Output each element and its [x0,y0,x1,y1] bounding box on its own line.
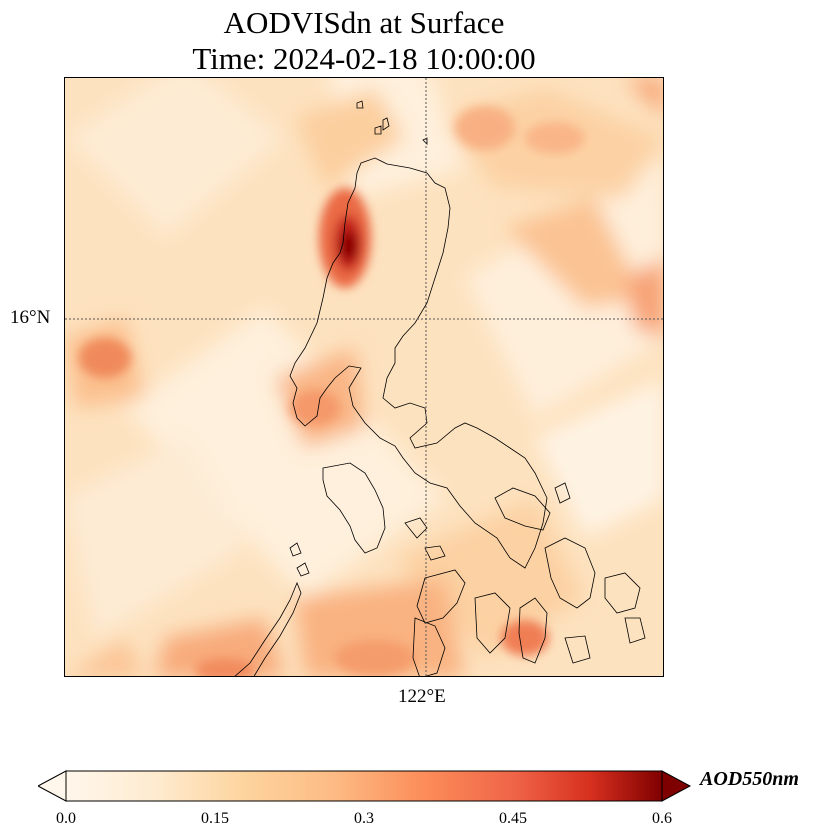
colorbar-tick-label: 0.15 [201,810,229,827]
colorbar-tick-label: 0.45 [499,810,527,827]
aod-hotspots [79,106,585,676]
colorbar-gradient [65,770,663,802]
colorbar-unit-label: AOD550nm [700,768,799,790]
colorbar [38,770,692,802]
map-panel[interactable] [64,77,664,677]
map-subtitle-time: Time: 2024-02-18 10:00:00 [192,41,536,76]
map-canvas [65,78,663,676]
colorbar-min-extend [38,770,67,802]
latitude-tick-label: 16°N [10,307,51,328]
colorbar-tick-label: 0.6 [652,810,672,827]
coastlines [234,100,646,676]
map-title: AODVISdn at Surface [223,5,505,40]
longitude-tick-label: 122°E [398,686,446,707]
colorbar-tick-label: 0.3 [354,810,374,827]
colorbar-tick-label: 0.0 [56,810,76,827]
colorbar-max-extend [661,770,692,802]
